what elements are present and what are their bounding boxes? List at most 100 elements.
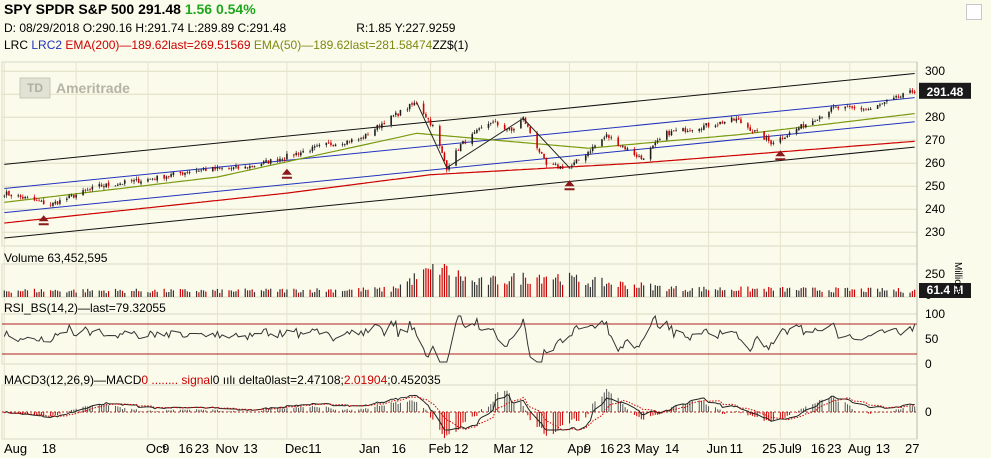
macd-delta-bar [330,408,332,412]
volume-bar [573,277,575,297]
macd-delta-bar [228,411,230,412]
x-axis-label: Nov [215,441,239,456]
macd-delta-text: 0 ıılı delta [212,373,265,387]
rsi-line [3,314,916,363]
price-candle [100,184,103,187]
price-candle [163,174,165,179]
macd-delta-bar [38,412,40,416]
macd-delta-bar [105,404,107,412]
macd-delta-bar [149,410,151,412]
price-candle [849,105,851,107]
volume-bar [795,290,798,297]
price-tick-label: 300 [925,64,945,78]
macd-delta-bar [557,412,559,431]
volume-bar [149,292,151,297]
macd-delta-bar [335,409,337,412]
price-candle [492,121,494,123]
price-candle [334,144,337,147]
x-axis-label: May [635,441,660,456]
volume-bar [50,290,52,297]
macd-delta-bar [365,408,367,412]
macd-delta-bar [624,407,626,412]
macd-delta-bar [828,398,830,412]
price-candle [40,200,43,202]
volume-bar [636,287,638,297]
volume-bar [293,288,295,297]
price-candle [186,172,189,173]
volume-bar [751,288,754,297]
price-candle [830,107,833,112]
macd-delta-bar [895,409,897,412]
price-candle [432,125,434,126]
price-candle [228,168,230,169]
volume-bar [212,289,214,297]
price-candle [54,201,57,204]
volume-bar [186,291,188,297]
price-candle [121,183,124,185]
volume-bar [851,289,853,297]
macd-delta-bar [68,410,70,412]
price-tick-label: 270 [925,133,945,147]
price-candle [130,179,133,182]
x-axis-label: 23 [827,441,841,456]
macd-delta-bar [309,407,311,412]
volume-bar [101,290,103,297]
macd-delta-bar [487,406,489,412]
price-candle [811,120,814,125]
price-candle [779,137,782,143]
macd-delta-bar [900,409,902,412]
macd-delta-bar [703,401,705,412]
price-candle [881,103,884,105]
price-candle [608,135,610,138]
volume-bar [497,284,499,297]
volume-bar [833,292,835,297]
macd-delta-bar [184,409,186,412]
chart-settings-button[interactable] [966,4,982,20]
volume-bar [865,292,867,297]
price-candle [496,121,499,126]
price-candle [698,128,701,131]
volume-bar [849,290,851,297]
price-candle [154,179,156,181]
macd-delta-bar [640,412,642,420]
macd-delta-bar [471,412,473,417]
volume-bar [36,292,38,297]
volume-bar [325,291,327,297]
volume-bar [788,287,791,297]
price-candle [767,136,770,141]
price-candle [837,106,840,109]
volume-bar [56,290,59,297]
macd-delta-bar [425,409,427,412]
price-candle [707,122,710,127]
macd-delta-bar [650,412,652,417]
price-candle [577,159,580,161]
legend-ema50-values: —189.62last=281.58474 [301,38,433,52]
x-axis-label: 25 [762,441,776,456]
price-candle [232,167,235,169]
volume-bar [812,287,814,297]
legend-lrc: LRC [4,38,29,52]
macd-delta-bar [765,412,767,420]
volume-bar [772,290,774,297]
volume-bar [816,290,818,297]
macd-delta-bar [172,409,174,412]
macd-delta-bar [608,391,610,412]
macd-delta-bar [124,408,126,412]
price-candle [394,112,397,115]
price-candle [899,96,902,98]
up-arrow-marker [38,215,49,226]
macd-delta-bar [867,412,869,414]
macd-delta-bar [119,407,121,412]
rsi-label: RSI_BS(14,2)—last=79.32055 [4,301,166,315]
volume-bar [107,291,110,297]
macd-delta-bar [691,400,693,412]
volume-bar [682,291,684,297]
macd-delta-bar [893,410,895,412]
macd-delta-bar [409,400,411,412]
volume-bar [411,284,413,297]
price-candle [246,167,249,169]
macd-delta-bar [585,412,587,418]
x-axis-label: 9 [162,441,169,456]
macd-delta-bar [286,407,288,412]
price-candle [3,195,6,197]
